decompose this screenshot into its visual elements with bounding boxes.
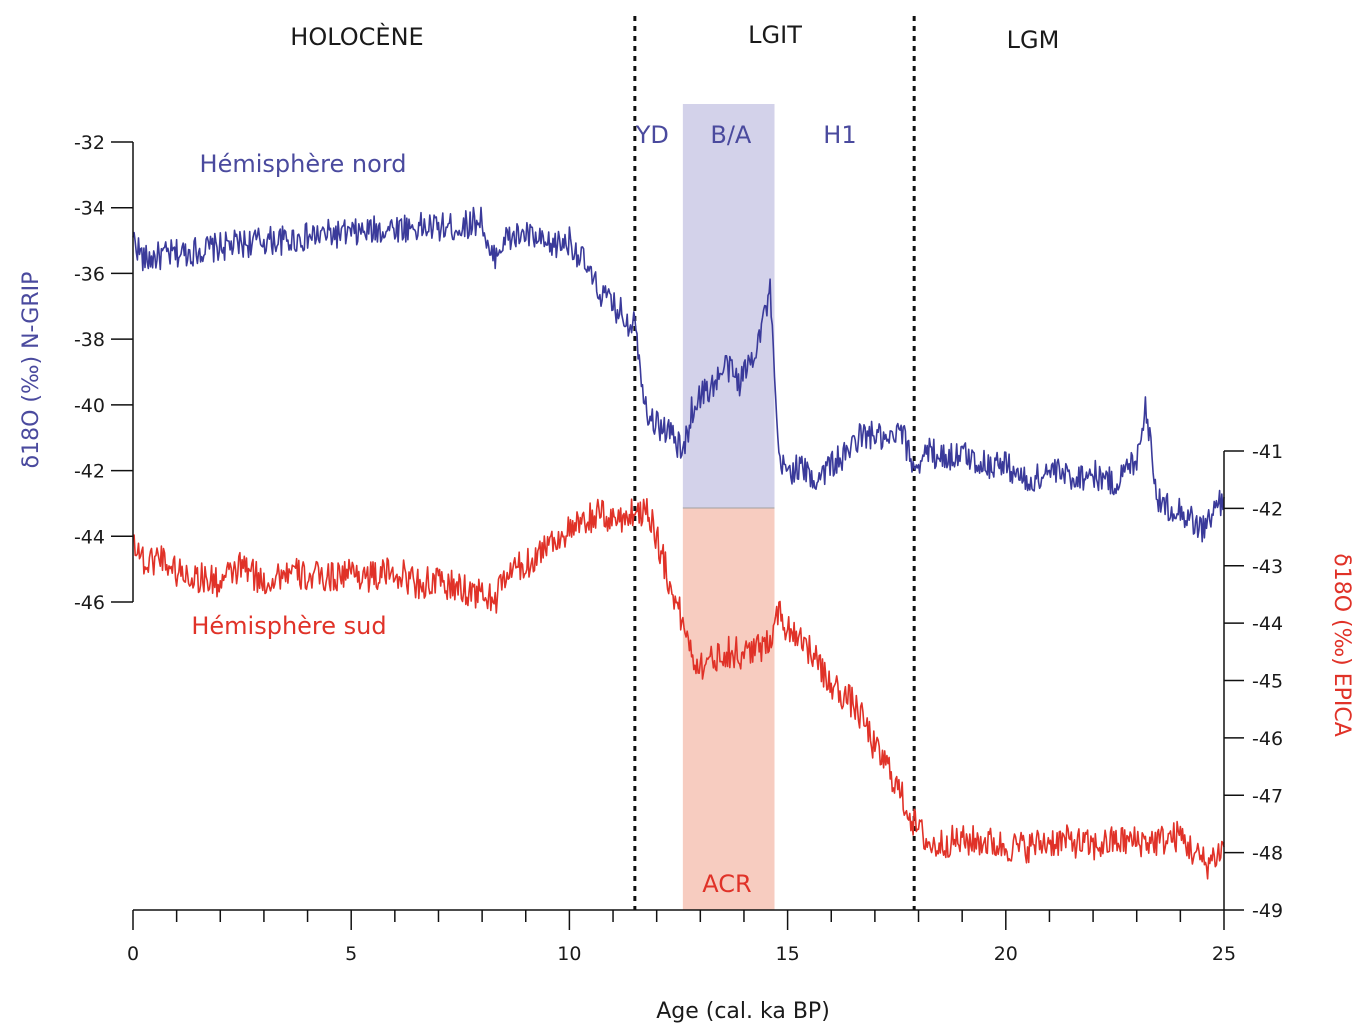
ba-band-north bbox=[682, 104, 775, 508]
event-labels: YD B/A H1 bbox=[635, 121, 857, 149]
x-tick-label-0: 0 bbox=[127, 943, 139, 965]
period-label-lgit: LGIT bbox=[748, 21, 802, 49]
series-lines bbox=[132, 206, 1225, 880]
axes: 0 5 10 15 20 25 -32 -34 -36 -38 -40 -42 -44 -46 -41 -42… bbox=[74, 132, 1283, 965]
y-axis-left-title: δ18O (‰) N-GRIP bbox=[19, 272, 44, 469]
y-left-tick-label-38: -38 bbox=[74, 329, 105, 351]
y-right-tick-label-43: -43 bbox=[1252, 556, 1283, 578]
y-left-tick-label-34: -34 bbox=[74, 198, 105, 220]
y-right-tick-label-44: -44 bbox=[1252, 613, 1283, 635]
y-right-tick-label-42: -42 bbox=[1252, 498, 1283, 520]
y-left-tick-label-32: -32 bbox=[74, 132, 105, 154]
event-label-h1: H1 bbox=[823, 121, 856, 149]
period-labels: HOLOCÈNE LGIT LGM bbox=[290, 21, 1059, 54]
y-right-tick-label-41: -41 bbox=[1252, 441, 1283, 463]
x-tick-label-25: 25 bbox=[1212, 943, 1236, 965]
y-right-tick-label-46: -46 bbox=[1252, 728, 1283, 750]
y-right-tick-label-49: -49 bbox=[1252, 900, 1283, 922]
y-left-tick-label-44: -44 bbox=[74, 526, 105, 548]
y-left-tick-label-36: -36 bbox=[74, 263, 105, 285]
legend-label-south: Hémisphère sud bbox=[191, 612, 386, 640]
event-label-yd: YD bbox=[635, 121, 669, 149]
x-tick-label-15: 15 bbox=[776, 943, 800, 965]
event-label-ba: B/A bbox=[710, 121, 752, 149]
period-label-lgm: LGM bbox=[1007, 26, 1060, 54]
y-right-tick-label-47: -47 bbox=[1252, 785, 1283, 807]
y-left-tick-label-42: -42 bbox=[74, 461, 105, 483]
y-right-tick-label-48: -48 bbox=[1252, 843, 1283, 865]
y-left-tick-label-46: -46 bbox=[74, 592, 105, 614]
x-tick-label-5: 5 bbox=[345, 943, 357, 965]
acr-band-south bbox=[682, 508, 775, 910]
series-line-south bbox=[132, 498, 1225, 880]
y-axis-right-title: δ18O (‰) EPICA bbox=[1329, 553, 1354, 737]
acr-label: ACR bbox=[702, 870, 751, 898]
shaded-bands bbox=[682, 104, 775, 910]
period-label-holocene: HOLOCÈNE bbox=[290, 22, 423, 51]
y-left-tick-label-40: -40 bbox=[74, 395, 105, 417]
period-boundaries bbox=[633, 16, 916, 910]
series-line-north bbox=[132, 206, 1225, 543]
x-axis-title: Age (cal. ka BP) bbox=[656, 999, 830, 1024]
x-tick-label-20: 20 bbox=[994, 943, 1018, 965]
y-right-tick-label-45: -45 bbox=[1252, 671, 1283, 693]
x-tick-label-10: 10 bbox=[557, 943, 581, 965]
legend-label-north: Hémisphère nord bbox=[200, 150, 407, 178]
